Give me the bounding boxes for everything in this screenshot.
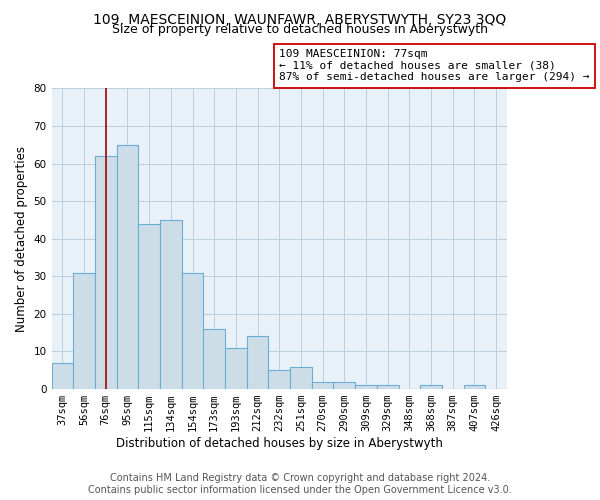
- Bar: [160, 220, 182, 389]
- Bar: [138, 224, 160, 389]
- Text: 109, MAESCEINION, WAUNFAWR, ABERYSTWYTH, SY23 3QQ: 109, MAESCEINION, WAUNFAWR, ABERYSTWYTH,…: [94, 12, 506, 26]
- Bar: [247, 336, 268, 389]
- Bar: [464, 386, 485, 389]
- Bar: [225, 348, 247, 389]
- Y-axis label: Number of detached properties: Number of detached properties: [15, 146, 28, 332]
- Bar: [116, 145, 138, 389]
- Bar: [312, 382, 334, 389]
- Bar: [377, 386, 398, 389]
- Bar: [355, 386, 377, 389]
- Bar: [334, 382, 355, 389]
- Bar: [73, 272, 95, 389]
- Text: 109 MAESCEINION: 77sqm
← 11% of detached houses are smaller (38)
87% of semi-det: 109 MAESCEINION: 77sqm ← 11% of detached…: [279, 49, 590, 82]
- Bar: [268, 370, 290, 389]
- Bar: [203, 329, 225, 389]
- Bar: [420, 386, 442, 389]
- Text: Size of property relative to detached houses in Aberystwyth: Size of property relative to detached ho…: [112, 22, 488, 36]
- Bar: [182, 272, 203, 389]
- Bar: [52, 363, 73, 389]
- X-axis label: Distribution of detached houses by size in Aberystwyth: Distribution of detached houses by size …: [116, 437, 443, 450]
- Bar: [95, 156, 116, 389]
- Bar: [290, 366, 312, 389]
- Text: Contains HM Land Registry data © Crown copyright and database right 2024.
Contai: Contains HM Land Registry data © Crown c…: [88, 474, 512, 495]
